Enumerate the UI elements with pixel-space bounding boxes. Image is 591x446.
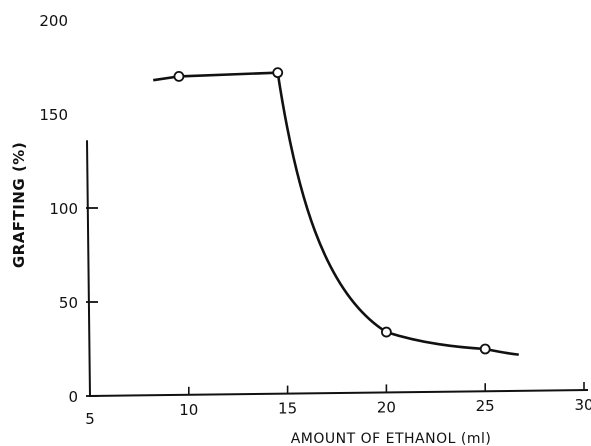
y-axis-line <box>86 140 91 398</box>
y-tick-label: 100 <box>49 200 78 218</box>
y-tick-label: 0 <box>68 388 78 406</box>
data-point <box>272 67 284 79</box>
data-point <box>380 326 392 338</box>
x-tick-label: 20 <box>377 398 396 416</box>
x-axis-line <box>89 389 589 397</box>
y-tick-label: 150 <box>39 106 68 124</box>
series-line <box>153 71 519 356</box>
data-point <box>479 343 491 355</box>
axes <box>86 140 589 398</box>
y-tick-label: 200 <box>39 12 68 30</box>
y-tick-label: 50 <box>59 294 78 312</box>
x-tick-label: 30 <box>574 396 591 414</box>
x-tick-label: 5 <box>85 410 95 428</box>
x-tick-label: 10 <box>179 401 198 419</box>
ticks: 5 10 15 20 25 30 0 50 100 150 200 <box>39 12 591 428</box>
series <box>153 67 519 356</box>
x-tick-label: 25 <box>476 397 495 415</box>
x-tick-label: 15 <box>278 400 297 418</box>
data-point <box>173 71 185 82</box>
x-axis-title: AMOUNT OF ETHANOL (ml) <box>291 431 492 446</box>
y-axis-title: GRAFTING (%) <box>10 142 28 268</box>
